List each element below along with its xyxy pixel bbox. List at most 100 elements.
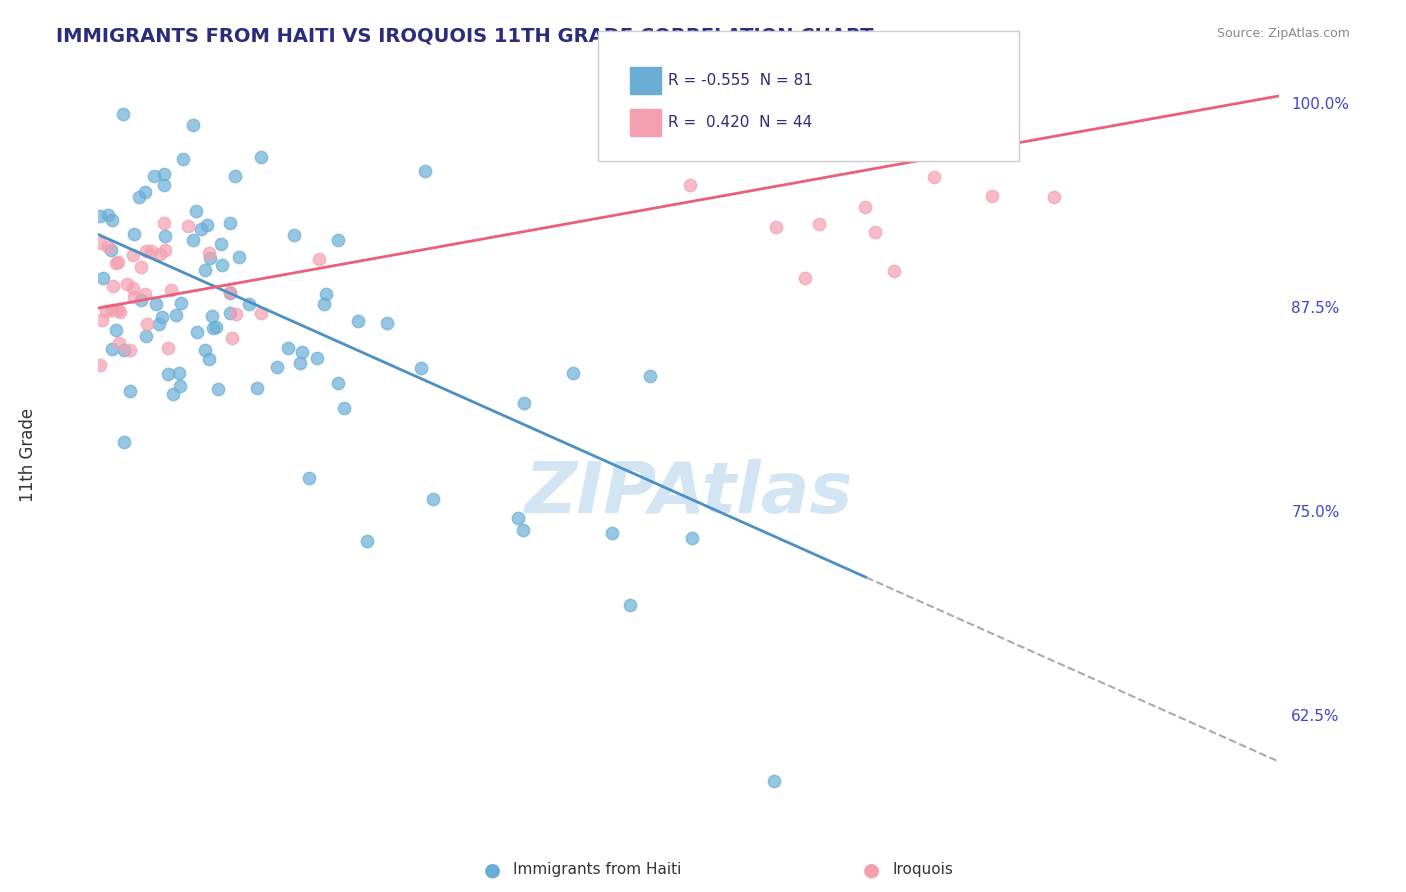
- Point: [114, 343, 136, 358]
- Point: [97, 240, 120, 254]
- Point: [883, 264, 905, 278]
- Point: [128, 190, 150, 204]
- Point: [291, 345, 314, 359]
- Point: [619, 598, 641, 612]
- Point: [375, 316, 398, 330]
- Point: [356, 534, 378, 549]
- Point: [250, 306, 273, 320]
- Point: [793, 271, 815, 285]
- Point: [413, 164, 436, 178]
- Point: [209, 237, 232, 252]
- Point: [153, 228, 176, 243]
- Point: [328, 376, 350, 390]
- Point: [194, 262, 217, 277]
- Point: [135, 244, 157, 258]
- Point: [100, 243, 122, 257]
- Point: [228, 250, 250, 264]
- Point: [177, 219, 200, 234]
- Point: [312, 297, 335, 311]
- Point: [135, 329, 157, 343]
- Point: [112, 106, 135, 120]
- Point: [90, 313, 112, 327]
- Point: [120, 384, 142, 398]
- Point: [195, 219, 218, 233]
- Point: [315, 286, 337, 301]
- Point: [197, 352, 219, 367]
- Point: [134, 185, 156, 199]
- Point: [853, 200, 876, 214]
- Point: [346, 314, 368, 328]
- Point: [108, 305, 131, 319]
- Point: [172, 152, 194, 166]
- Point: [225, 307, 247, 321]
- Point: [865, 225, 887, 239]
- Point: [97, 208, 120, 222]
- Point: [156, 367, 179, 381]
- Text: 75.0%: 75.0%: [1291, 505, 1340, 519]
- Text: 87.5%: 87.5%: [1291, 301, 1340, 316]
- Point: [513, 396, 536, 410]
- Point: [89, 235, 111, 250]
- Point: [142, 169, 165, 184]
- Text: R =  0.420  N = 44: R = 0.420 N = 44: [668, 115, 813, 129]
- Point: [298, 471, 321, 485]
- Text: ZIPAtlas: ZIPAtlas: [524, 458, 853, 528]
- Point: [145, 297, 167, 311]
- Point: [238, 297, 260, 311]
- Point: [153, 178, 176, 193]
- Point: [307, 351, 329, 365]
- Point: [194, 343, 217, 357]
- Point: [96, 303, 118, 318]
- Point: [763, 774, 786, 789]
- Point: [169, 378, 191, 392]
- Point: [219, 216, 242, 230]
- Point: [186, 326, 208, 340]
- Point: [681, 531, 703, 545]
- Point: [211, 258, 233, 272]
- Point: [184, 204, 207, 219]
- Point: [121, 281, 143, 295]
- Point: [103, 278, 125, 293]
- Point: [120, 343, 142, 357]
- Point: [224, 169, 246, 183]
- Point: [561, 366, 583, 380]
- Point: [250, 150, 273, 164]
- Point: [765, 220, 787, 235]
- Text: 11th Grade: 11th Grade: [18, 408, 37, 502]
- Point: [602, 526, 624, 541]
- Point: [162, 387, 184, 401]
- Point: [409, 361, 432, 376]
- Text: Immigrants from Haiti: Immigrants from Haiti: [513, 863, 682, 877]
- Point: [181, 234, 204, 248]
- Point: [198, 246, 221, 260]
- Text: Iroquois: Iroquois: [893, 863, 953, 877]
- Point: [165, 308, 187, 322]
- Text: 100.0%: 100.0%: [1291, 96, 1350, 112]
- Point: [101, 302, 124, 317]
- Text: ●: ●: [484, 860, 501, 880]
- Point: [266, 359, 288, 374]
- Point: [157, 342, 180, 356]
- Point: [91, 271, 114, 285]
- Point: [1043, 189, 1066, 203]
- Point: [129, 293, 152, 307]
- Point: [122, 227, 145, 241]
- Point: [170, 296, 193, 310]
- Point: [124, 290, 146, 304]
- Point: [277, 341, 299, 355]
- Point: [308, 252, 330, 267]
- Point: [167, 366, 190, 380]
- Point: [112, 435, 135, 450]
- Point: [218, 285, 240, 300]
- Point: [183, 118, 205, 132]
- Point: [148, 317, 170, 331]
- Point: [218, 305, 240, 319]
- Point: [283, 228, 305, 243]
- Point: [422, 491, 444, 506]
- Point: [679, 178, 702, 192]
- Point: [808, 217, 831, 231]
- Point: [153, 167, 176, 181]
- Point: [89, 209, 111, 223]
- Point: [129, 260, 152, 274]
- Point: [219, 285, 242, 300]
